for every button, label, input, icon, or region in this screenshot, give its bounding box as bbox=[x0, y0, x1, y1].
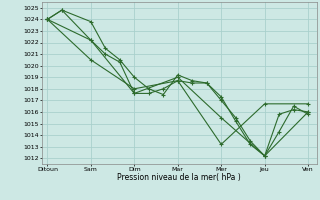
X-axis label: Pression niveau de la mer( hPa ): Pression niveau de la mer( hPa ) bbox=[117, 173, 241, 182]
